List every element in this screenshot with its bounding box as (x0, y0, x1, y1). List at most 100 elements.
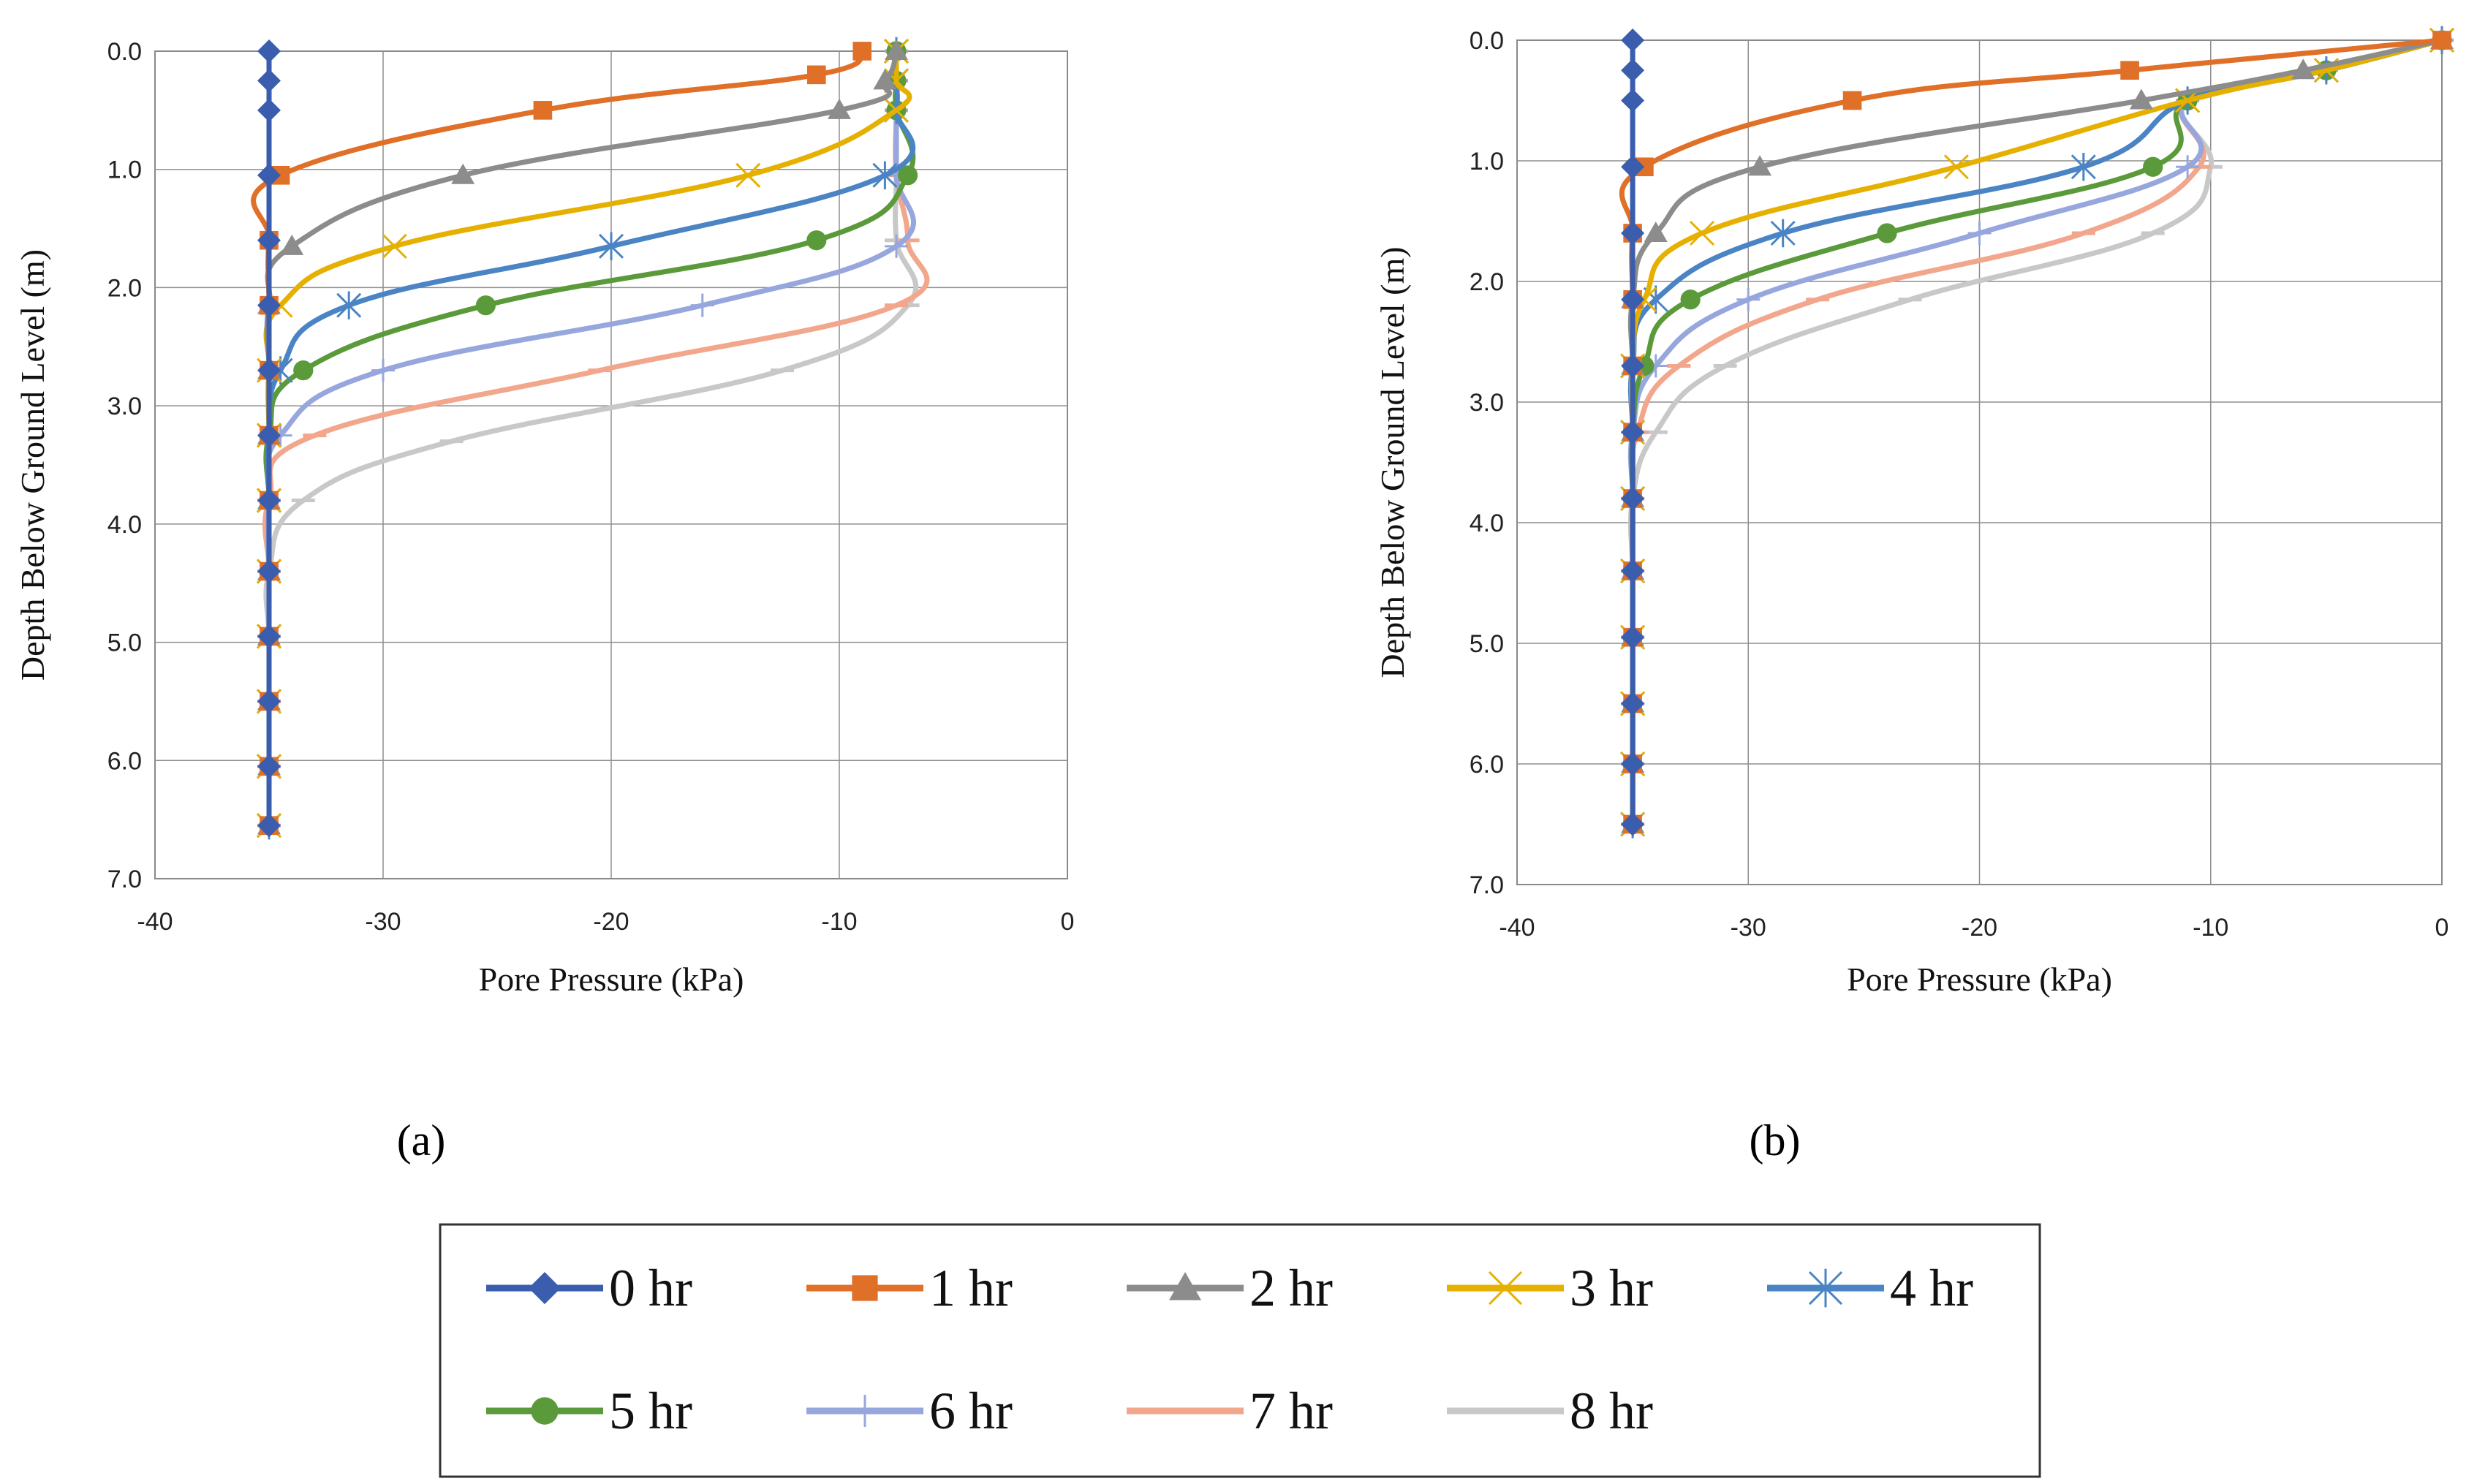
legend-label-5hr: 5 hr (609, 1382, 692, 1440)
data-point-2hr-b (2129, 88, 2153, 110)
data-point-0hr-a (257, 559, 281, 583)
data-point-0hr-b (1621, 354, 1645, 378)
data-point-1hr-b (2120, 61, 2139, 80)
y-tick-label-a: 4.0 (107, 511, 142, 539)
data-point-2hr-a (873, 69, 897, 90)
x-tick-label-b: -40 (1499, 914, 1535, 942)
data-point-0hr-b (1621, 692, 1645, 716)
y-tick-label-b: 4.0 (1470, 510, 1504, 537)
y-tick-label-a: 0.0 (107, 38, 142, 66)
data-point-5hr-a (806, 230, 827, 251)
data-point-5hr-a (475, 295, 496, 316)
y-tick-label-a: 2.0 (107, 274, 142, 302)
data-point-0hr-a (257, 69, 281, 93)
data-point-0hr-a (257, 814, 281, 838)
data-point-6hr-a (371, 358, 395, 382)
y-tick-label-b: 6.0 (1470, 751, 1504, 779)
data-point-4hr-a (872, 161, 898, 189)
legend-label-7hr: 7 hr (1249, 1382, 1333, 1440)
legend-label-8hr: 8 hr (1570, 1382, 1653, 1440)
legend-marker-5hr (531, 1397, 559, 1425)
legend-box (439, 1223, 2041, 1478)
y-tick-label-b: 0.0 (1470, 27, 1504, 55)
data-point-0hr-a (257, 163, 281, 187)
data-point-0hr-b (1621, 222, 1645, 245)
data-point-0hr-b (1621, 752, 1645, 776)
data-point-0hr-b (1621, 88, 1645, 113)
legend-marker-1hr (852, 1275, 878, 1301)
x-tick-label-a: -30 (365, 908, 401, 936)
data-point-0hr-a (257, 358, 281, 382)
data-point-0hr-b (1621, 287, 1645, 311)
data-point-5hr-b (1877, 223, 1897, 243)
data-point-4hr-a (598, 232, 624, 261)
legend-marker-6hr (849, 1395, 881, 1427)
x-tick-label-b: 0 (2435, 914, 2449, 942)
data-point-3hr-a (883, 97, 910, 123)
y-tick-label-a: 7.0 (107, 866, 142, 893)
data-point-2hr-a (828, 98, 851, 119)
chart-panel-b: 0.0 1.0 2.0 3.0 4.0 5.0 6.0 7.0 -40 -30 -20 -10 0 Por… (1374, 26, 2455, 1165)
x-tick-label-a: -10 (821, 908, 857, 936)
legend-label-6hr: 6 hr (929, 1382, 1013, 1440)
x-tick-label-b: -10 (2193, 914, 2228, 942)
x-tick-label-a: -20 (593, 908, 629, 936)
data-point-0hr-b (1621, 487, 1645, 510)
data-point-5hr-b (1680, 289, 1701, 310)
data-point-6hr-b (2176, 155, 2200, 179)
legend: 0 hr 1 hr 2 hr 3 hr 4 hr 5 hr 6 hr 7 hr 8 hr (439, 1223, 2041, 1478)
x-axis-label-a: Pore Pressure (kPa) (479, 961, 744, 998)
data-point-4hr-a (336, 291, 362, 319)
data-point-2hr-b (2291, 58, 2315, 80)
chart-panel-a: 0.0 1.0 2.0 3.0 4.0 5.0 6.0 7.0 -40 -30 -20 -10 0 Por… (14, 37, 1074, 1165)
legend-marker-4hr (1808, 1268, 1843, 1308)
x-tick-label-a: -40 (137, 908, 173, 936)
y-tick-label-b: 3.0 (1470, 389, 1504, 417)
data-point-6hr-b (1736, 287, 1761, 311)
y-tick-label-b: 2.0 (1470, 268, 1504, 296)
y-tick-label-b: 1.0 (1470, 148, 1504, 175)
data-point-0hr-a (257, 98, 281, 122)
data-point-0hr-a (257, 754, 281, 779)
data-point-4hr-b (1770, 219, 1796, 248)
x-axis-label-b: Pore Pressure (kPa) (1847, 961, 2112, 998)
data-point-2hr-a (885, 39, 908, 60)
data-point-1hr-a (852, 42, 871, 61)
y-tick-label-a: 5.0 (107, 629, 142, 657)
data-point-5hr-a (293, 360, 314, 381)
y-tick-label-b: 7.0 (1470, 871, 1504, 899)
legend-marker-2hr (1169, 1272, 1201, 1301)
data-point-0hr-b (1621, 559, 1645, 583)
legend-marker-0hr (529, 1272, 561, 1304)
panel-label-b: (b) (1750, 1116, 1801, 1165)
y-tick-label-a: 6.0 (107, 747, 142, 775)
data-point-0hr-b (1621, 625, 1645, 649)
data-point-0hr-b (1621, 58, 1645, 83)
y-axis-label-b: Depth Below Ground Level (m) (1374, 246, 1411, 678)
legend-label-2hr: 2 hr (1249, 1259, 1333, 1317)
data-point-0hr-a (257, 689, 281, 713)
data-point-5hr-a (898, 165, 918, 186)
data-point-3hr-a (735, 162, 761, 188)
legend-label-0hr: 0 hr (609, 1259, 692, 1317)
x-tick-label-b: -30 (1731, 914, 1766, 942)
legend-label-4hr: 4 hr (1890, 1259, 1973, 1317)
data-point-0hr-b (1621, 155, 1645, 179)
data-point-5hr-b (2143, 156, 2163, 177)
data-point-3hr-b (1689, 220, 1715, 246)
data-point-3hr-b (1943, 154, 1969, 180)
y-tick-label-a: 3.0 (107, 393, 142, 420)
data-point-0hr-b (1621, 29, 1645, 52)
legend-marker-3hr (1488, 1271, 1523, 1306)
x-tick-label-b: -20 (1962, 914, 1997, 942)
data-point-0hr-a (257, 228, 281, 252)
data-point-0hr-b (1621, 812, 1645, 836)
data-point-6hr-b (1967, 222, 1992, 245)
data-point-0hr-a (257, 624, 281, 648)
data-point-1hr-a (533, 101, 553, 120)
data-point-0hr-a (257, 293, 281, 317)
data-point-6hr-a (690, 293, 714, 317)
x-tick-label-a: 0 (1061, 908, 1075, 936)
y-axis-label-a: Depth Below Ground Level (m) (14, 249, 51, 681)
y-tick-label-b: 5.0 (1470, 630, 1504, 658)
